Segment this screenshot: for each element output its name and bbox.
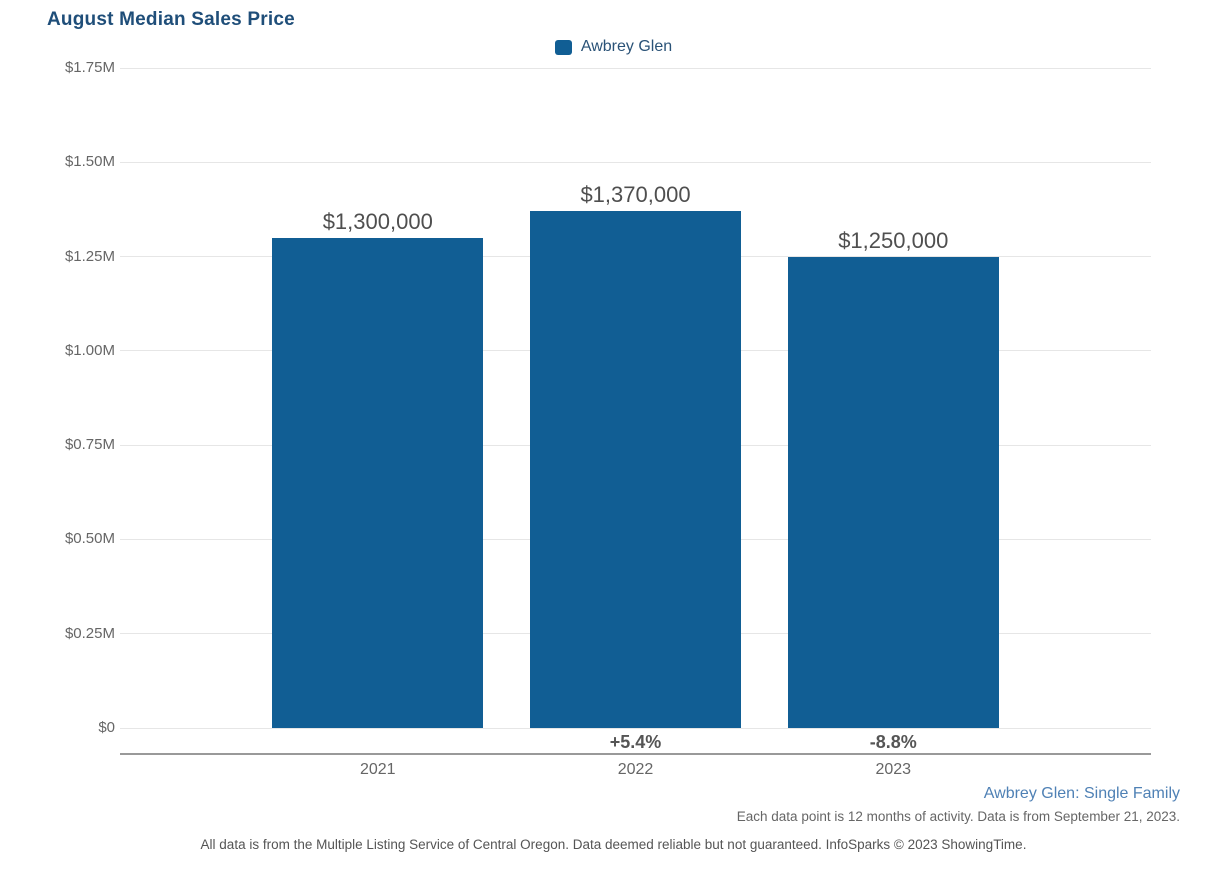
y-axis-tick-label: $0.75M (64, 436, 115, 454)
chart-title: August Median Sales Price (47, 9, 295, 30)
bar-value-label: $1,300,000 (322, 208, 433, 234)
y-axis-tick-label: $1.75M (64, 59, 115, 76)
legend-swatch-icon (554, 39, 572, 55)
legend-label: Awbrey Glen (580, 38, 673, 55)
pct-change-label: +5.4% (609, 732, 662, 752)
data-date-footnote: Each data point is 12 months of activity… (736, 809, 1180, 824)
disclaimer-footnote: All data is from the Multiple Listing Se… (200, 837, 1027, 852)
y-axis-tick-label: $0 (98, 719, 115, 736)
y-axis-tick-label: $0.25M (64, 624, 115, 642)
bar-2021[interactable] (272, 237, 484, 728)
y-axis-tick-label: $1.25M (64, 247, 115, 265)
bar-2023[interactable] (787, 256, 999, 728)
bar-2022[interactable] (530, 211, 741, 728)
bar-value-label: $1,250,000 (838, 227, 949, 253)
bar-value-label: $1,370,000 (580, 182, 691, 208)
y-axis-tick-label: $0.50M (64, 530, 115, 548)
x-axis-category-label: 2021 (359, 761, 396, 778)
legend[interactable]: Awbrey Glen (0, 38, 1227, 56)
series-scope-footnote: Awbrey Glen: Single Family (983, 785, 1180, 802)
y-axis-tick-label: $1.00M (64, 341, 115, 359)
pct-change-label: -8.8% (869, 732, 917, 752)
y-gridline (120, 67, 1151, 69)
x-axis-category-label: 2022 (617, 761, 654, 778)
x-axis-category-label: 2023 (875, 761, 912, 778)
x-axis-line (120, 753, 1151, 755)
y-gridline (120, 161, 1151, 163)
y-gridline (120, 727, 1151, 729)
y-axis-tick-label: $1.50M (64, 153, 115, 171)
